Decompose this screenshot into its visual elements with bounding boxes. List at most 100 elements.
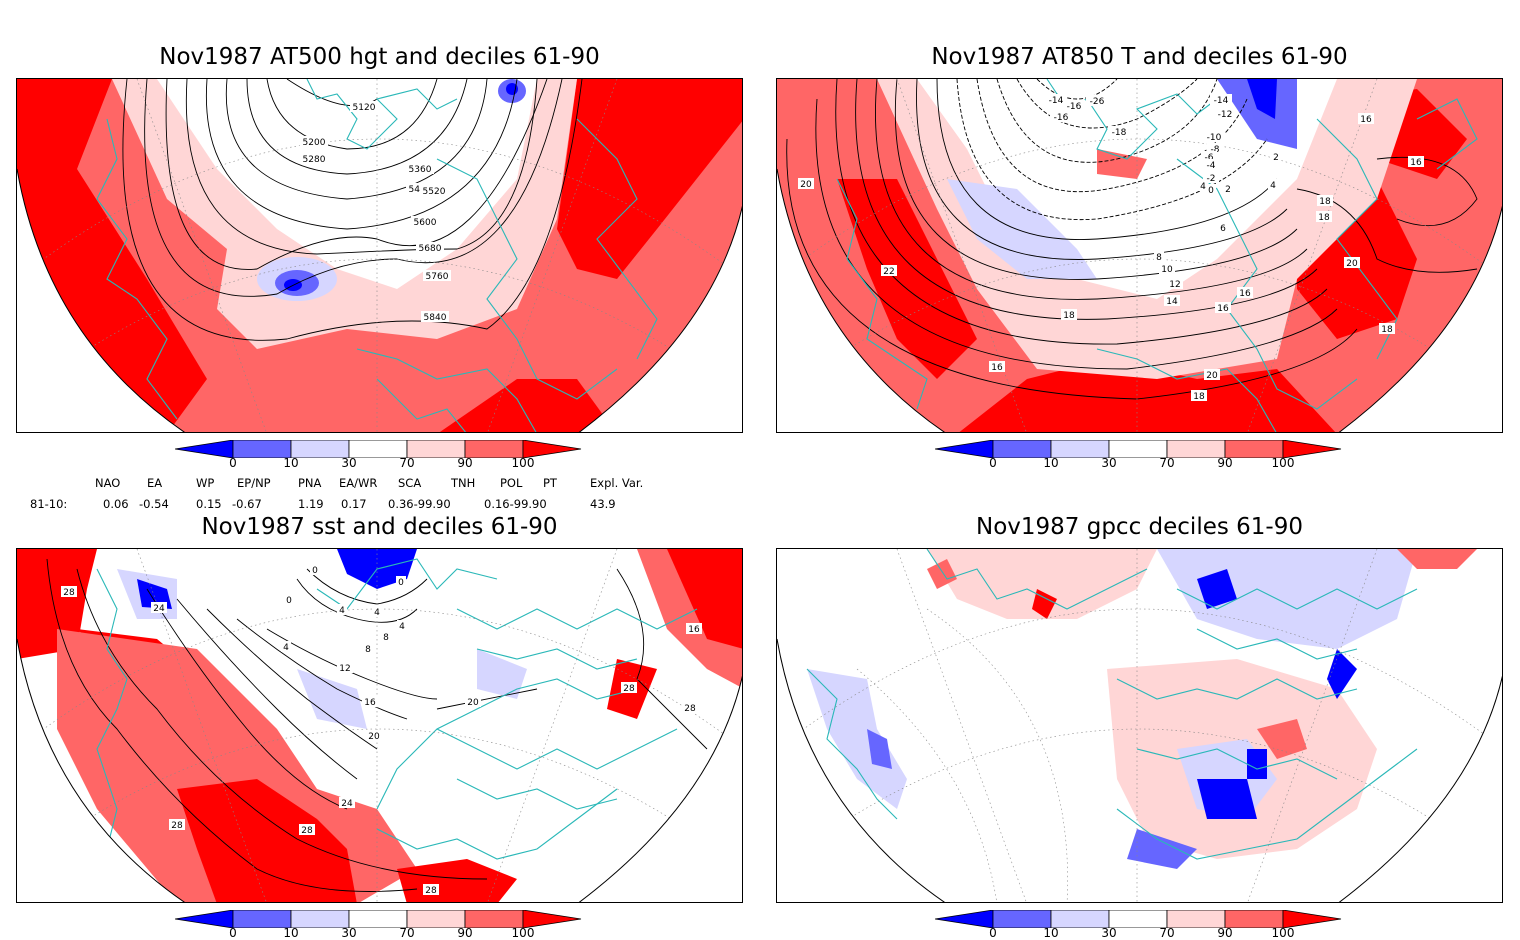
hgt500-map: 5120520052805360544055205600568057605840 — [17, 79, 742, 432]
contour-label: 2 — [1273, 153, 1279, 163]
index-header-pol: POL — [500, 476, 523, 490]
contour-label: 5680 — [419, 244, 442, 254]
contour-label-bg — [1218, 222, 1228, 233]
anomaly-mid-blue — [1217, 79, 1297, 149]
contour-label-bg — [1379, 323, 1395, 334]
contour-label: 18 — [1193, 392, 1205, 402]
panel-title-gpcc: Nov1987 gpcc deciles 61-90 — [976, 514, 1303, 540]
hemisphere-edge — [777, 168, 1502, 432]
contour-label-bg — [1203, 131, 1225, 142]
contour-label-bg — [337, 604, 347, 615]
graticule — [17, 79, 742, 432]
colorbar-bottom-left: 0 10 30 70 90 100 — [174, 909, 585, 940]
index-header-nao: NAO — [95, 476, 121, 490]
contour-label: 16 — [688, 625, 700, 635]
colorbar-segment — [1050, 439, 1110, 459]
contour-label: 12 — [1169, 280, 1180, 290]
contour-label: 16 — [1239, 289, 1251, 299]
index-value-ea: -0.54 — [139, 497, 169, 511]
contour-label: 24 — [341, 799, 353, 809]
contour-label-bg — [1050, 111, 1072, 122]
panel-title-t850: Nov1987 AT850 T and deciles 61-90 — [931, 44, 1348, 70]
anomaly-strong-west — [837, 179, 977, 379]
anomaly-neutral-core — [917, 79, 1337, 299]
colorbar-tick-label: 30 — [1101, 926, 1117, 940]
colorbar-top-left: 0 10 30 70 90 100 — [174, 439, 585, 476]
contour-label: 18 — [1381, 325, 1393, 335]
contour-label-bg — [1108, 126, 1130, 137]
map-panel-sst: 28 24 0 0 0 4 4 4 8 4 8 12 16 20 20 24 28 28 28 28 16 28 — [16, 548, 743, 903]
contour-label: 5280 — [303, 155, 326, 165]
temperature-contours — [786, 79, 1478, 400]
contour-label-bg — [284, 594, 294, 605]
contour-label-bg — [1358, 113, 1374, 124]
contour-label: 8 — [1156, 253, 1162, 263]
index-value-nao: 0.06 — [103, 497, 129, 511]
contour-label-bg — [686, 623, 702, 634]
contour-label: 24 — [153, 604, 165, 614]
index-header-tnh: TNH — [451, 476, 476, 490]
contour-label-bg — [372, 606, 382, 617]
colorbar-tick-label: 10 — [1043, 926, 1059, 940]
contour-label: 12 — [339, 664, 350, 674]
colorbar-segment — [992, 439, 1052, 459]
contour-label: 0 — [398, 578, 404, 588]
contour-label: 16 — [1360, 115, 1372, 125]
contour-label: 5600 — [414, 218, 437, 228]
colorbar-tick-label: 100 — [1271, 926, 1295, 940]
contour-label: -6 — [1205, 153, 1214, 163]
colorbar-tick-label: 100 — [511, 926, 535, 940]
colorbar-arrow-high — [522, 439, 582, 459]
map-panel-gpcc — [776, 548, 1503, 903]
land-precip-anomalies — [807, 549, 1477, 869]
contour-label: 16 — [364, 698, 376, 708]
contour-label-bg — [1204, 369, 1220, 380]
contour-label: 20 — [467, 698, 479, 708]
map-panel-hgt500: 5120520052805360544055205600568057605840 — [16, 78, 743, 433]
contour-label: 4 — [374, 608, 380, 618]
contour-label-bg — [396, 576, 406, 587]
contour-label: -14 — [1214, 96, 1229, 106]
colorbar-tick-label: 30 — [1101, 456, 1117, 470]
colorbar-segment — [406, 439, 466, 459]
contour-label-bg — [299, 824, 315, 835]
contour-label-bg — [621, 682, 637, 693]
contour-label: 2 — [1225, 185, 1231, 195]
coastlines — [806, 549, 1418, 860]
colorbar-segment — [232, 439, 292, 459]
colorbar-tick-label: 0 — [229, 456, 237, 470]
colorbar-bottom-right: 0 10 30 70 90 100 — [934, 909, 1345, 940]
contour-label: 5120 — [353, 103, 376, 113]
contour-label-bg — [1210, 94, 1232, 105]
colorbar-tick-label: 30 — [341, 456, 357, 470]
colorbar-arrow-high — [1282, 909, 1342, 929]
colorbar-segment — [1108, 439, 1168, 459]
colorbar-tick-label: 90 — [457, 456, 473, 470]
index-header-explvar: Expl. Var. — [590, 476, 644, 490]
colorbar-tick-label: 10 — [283, 926, 299, 940]
contour-label: 5200 — [303, 138, 326, 148]
contour-label-bg — [381, 631, 391, 642]
contour-label: 5520 — [423, 187, 446, 197]
graticule — [777, 549, 1502, 902]
contour-label-bg — [363, 643, 373, 654]
colorbar-segment — [290, 909, 350, 929]
contour-label-bg — [1201, 151, 1217, 162]
colorbar-tick-label: 70 — [399, 926, 415, 940]
contour-label: 22 — [883, 267, 894, 277]
contour-label-bg — [337, 662, 353, 673]
contour-label-bg — [362, 696, 378, 707]
index-header-pt: PT — [543, 476, 557, 490]
contour-label: -18 — [1112, 128, 1127, 138]
index-value-explvar: 43.9 — [590, 497, 616, 511]
contour-label: -12 — [1218, 110, 1233, 120]
t850-map: -16-14 -26-18-16-14-12-10-8-6-4-20 2424681… — [777, 79, 1502, 432]
contour-label-bg — [1086, 95, 1108, 106]
contour-label-bg — [350, 101, 378, 112]
colorbar-tick-label: 70 — [399, 456, 415, 470]
anomaly-strong-east — [557, 79, 742, 279]
anomaly-strong-east — [667, 549, 742, 649]
contour-label: 4 — [339, 606, 345, 616]
